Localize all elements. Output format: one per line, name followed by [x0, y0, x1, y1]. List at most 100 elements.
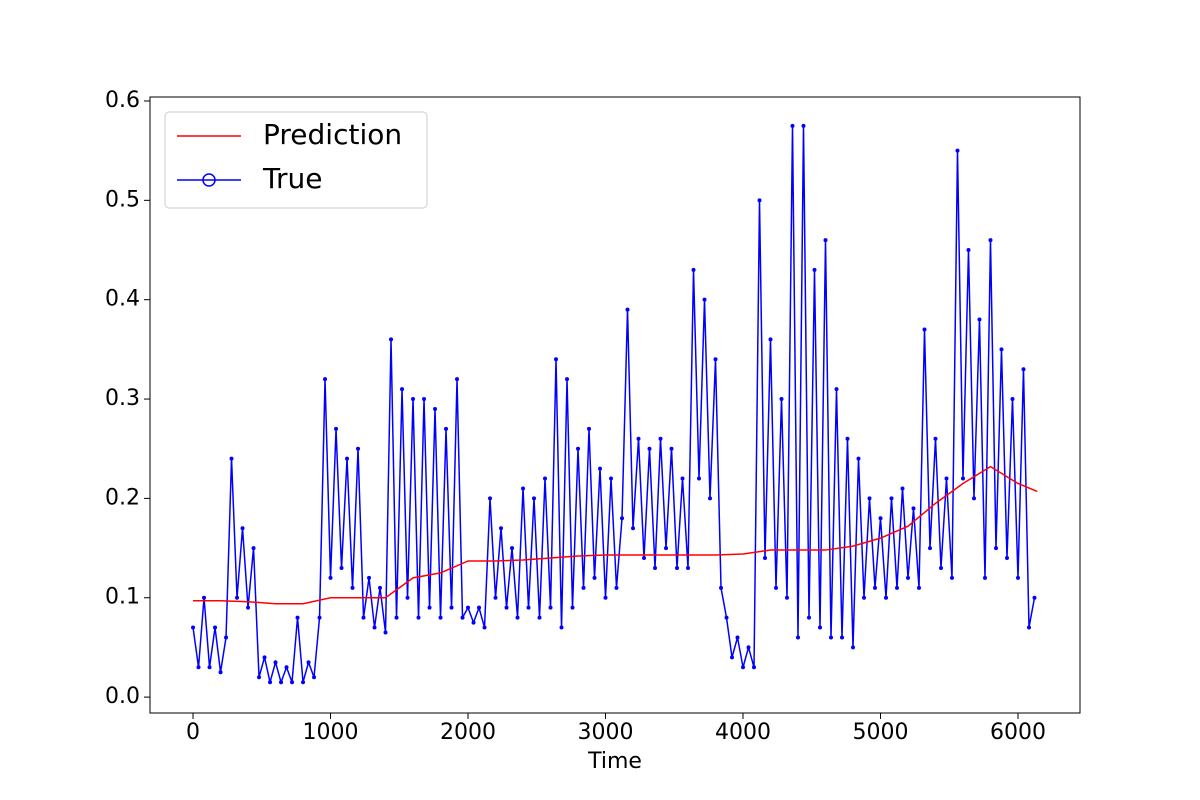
x-tick-label: 4000 — [715, 720, 771, 745]
data-point — [378, 585, 383, 590]
data-point — [587, 426, 592, 431]
data-point — [323, 377, 328, 382]
data-point — [521, 486, 526, 491]
data-point — [455, 377, 460, 382]
data-point — [273, 660, 278, 665]
data-point — [620, 516, 625, 521]
legend-label: True — [262, 162, 322, 195]
data-point — [427, 605, 432, 610]
x-axis-label: Time — [587, 749, 642, 774]
data-point — [966, 248, 971, 253]
y-tick-label: 0.5 — [105, 187, 140, 212]
data-point — [416, 615, 421, 620]
data-point — [840, 635, 845, 640]
data-point — [268, 680, 273, 685]
data-point — [746, 645, 751, 650]
data-point — [367, 575, 372, 580]
plot-frame — [149, 96, 1081, 714]
data-point — [301, 680, 306, 685]
data-point — [850, 645, 855, 650]
data-point — [999, 347, 1004, 352]
data-point — [438, 615, 443, 620]
data-point — [334, 426, 339, 431]
x-tick-label: 5000 — [852, 720, 908, 745]
data-point — [779, 397, 784, 402]
data-point — [658, 436, 663, 441]
data-point — [933, 436, 938, 441]
data-point — [977, 317, 982, 322]
data-point — [922, 327, 927, 332]
data-point — [345, 456, 350, 461]
legend-label: Prediction — [263, 118, 402, 151]
data-point — [724, 615, 729, 620]
data-point — [504, 605, 509, 610]
data-point — [823, 238, 828, 243]
data-point — [614, 585, 619, 590]
data-point — [449, 605, 454, 610]
data-point — [719, 585, 724, 590]
y-tick-label: 0.3 — [105, 386, 140, 411]
data-point — [867, 496, 872, 501]
data-point — [328, 575, 333, 580]
data-point — [229, 456, 234, 461]
series-line — [193, 465, 1038, 605]
data-point — [482, 625, 487, 630]
data-point — [1026, 625, 1031, 630]
data-point — [785, 595, 790, 600]
x-tick-label: 6000 — [990, 720, 1046, 745]
y-tick-label: 0.4 — [105, 287, 140, 312]
data-point — [708, 496, 713, 501]
data-point — [471, 620, 476, 625]
data-point — [790, 123, 795, 128]
data-point — [686, 565, 691, 570]
data-point — [290, 680, 295, 685]
data-point — [944, 476, 949, 481]
data-point — [257, 675, 262, 680]
data-point — [647, 446, 652, 451]
data-point — [295, 615, 300, 620]
data-point — [938, 565, 943, 570]
data-point — [763, 556, 768, 561]
data-point — [774, 585, 779, 590]
y-tick-label: 0.2 — [105, 485, 140, 510]
data-point — [400, 387, 405, 392]
data-point — [960, 476, 965, 481]
data-point — [757, 198, 762, 203]
y-tick-label: 0.1 — [105, 585, 140, 610]
data-point — [224, 635, 229, 640]
data-point — [900, 486, 905, 491]
data-point — [405, 595, 410, 600]
data-point — [927, 546, 932, 551]
data-point — [493, 595, 498, 600]
data-point — [356, 446, 361, 451]
data-point — [515, 615, 520, 620]
data-point — [499, 526, 504, 531]
data-point — [878, 516, 883, 521]
data-point — [730, 655, 735, 660]
data-point — [559, 625, 564, 630]
data-point — [543, 476, 548, 481]
data-point — [636, 436, 641, 441]
data-point — [982, 575, 987, 580]
data-point — [444, 426, 449, 431]
data-point — [829, 635, 834, 640]
data-point — [312, 675, 317, 680]
data-point — [955, 148, 960, 153]
data-point — [576, 446, 581, 451]
data-point — [691, 267, 696, 272]
legend-marker — [202, 173, 216, 187]
data-point — [350, 585, 355, 590]
data-point — [488, 496, 493, 501]
data-point — [537, 615, 542, 620]
data-point — [861, 595, 866, 600]
data-point — [845, 436, 850, 441]
x-tick-label: 1000 — [303, 720, 359, 745]
data-point — [460, 615, 465, 620]
data-point — [609, 476, 614, 481]
data-point — [669, 446, 674, 451]
data-point — [554, 357, 559, 362]
data-point — [1032, 595, 1037, 600]
data-point — [894, 585, 899, 590]
data-point — [1015, 575, 1020, 580]
data-point — [675, 565, 680, 570]
